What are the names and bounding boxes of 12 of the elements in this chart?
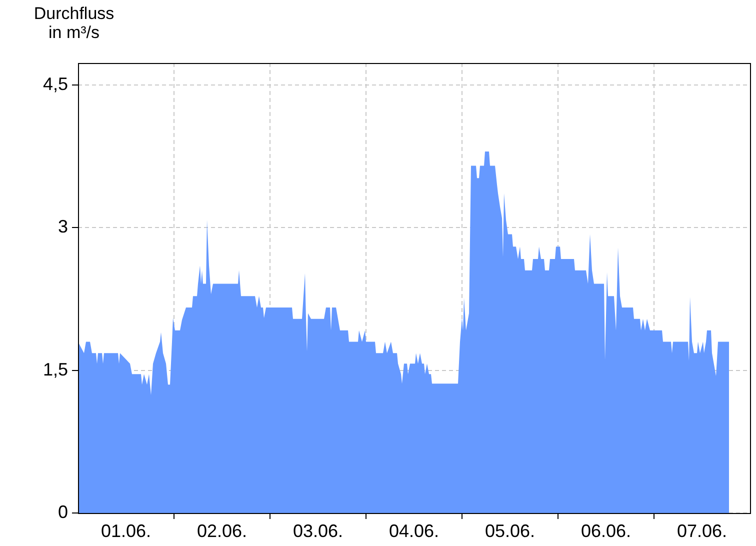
y-axis-title: Durchfluss in m³/s	[32, 4, 116, 42]
x-tick-label: 03.06.	[292, 520, 344, 541]
x-tick-label: 02.06.	[196, 520, 248, 541]
y-tick-label: 1,5	[42, 359, 68, 380]
x-tick-label: 07.06.	[676, 520, 728, 541]
x-tick-label: 06.06.	[580, 520, 632, 541]
x-tick-label: 01.06.	[100, 520, 152, 541]
x-tick-label: 04.06.	[388, 520, 440, 541]
y-tick-label: 0	[58, 502, 68, 522]
y-tick-label: 4,5	[42, 74, 68, 94]
x-tick-label: 05.06.	[484, 520, 536, 541]
y-tick-label: 3	[58, 216, 68, 237]
